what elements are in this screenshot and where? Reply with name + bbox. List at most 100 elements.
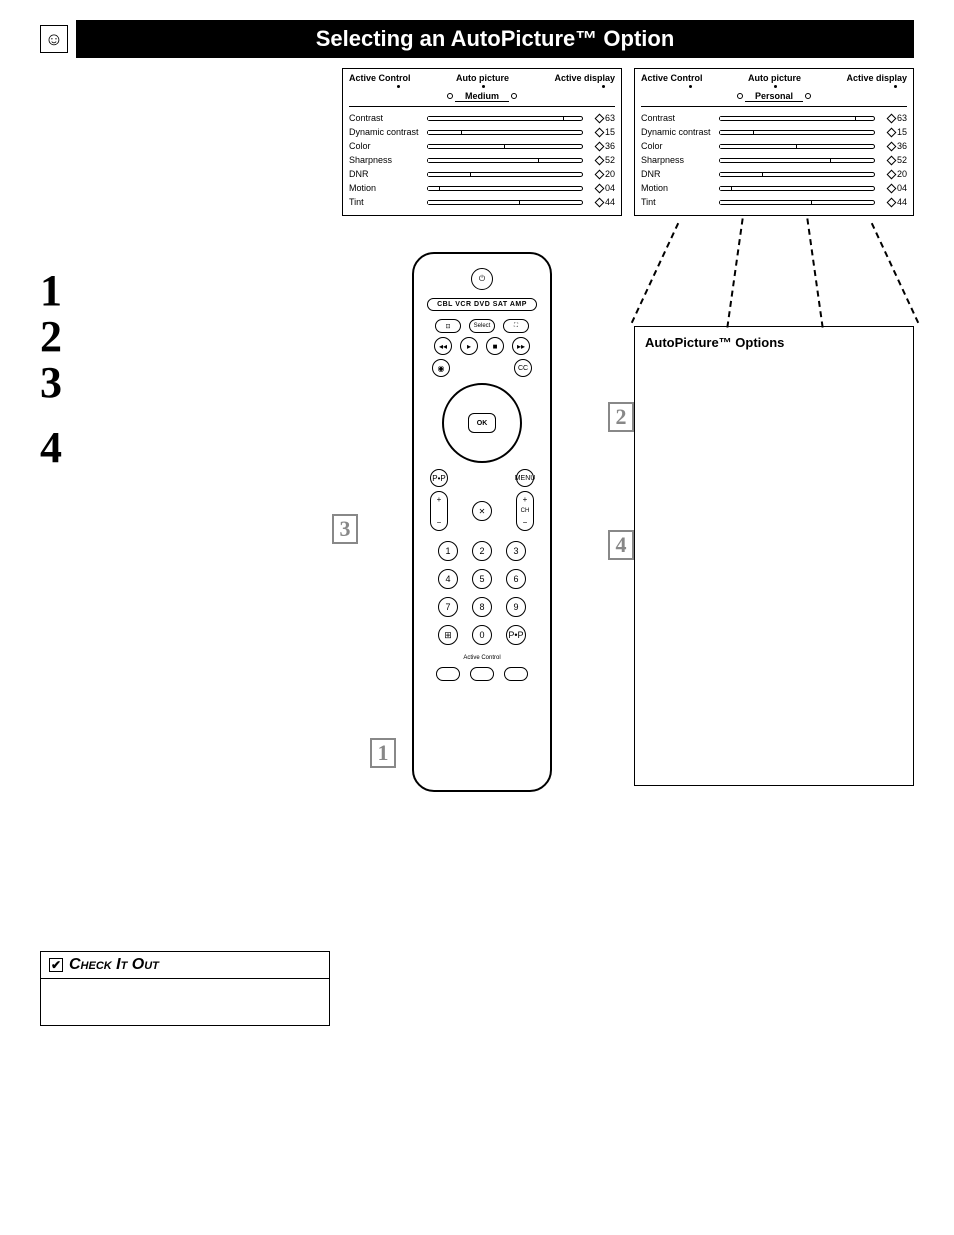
num-prev[interactable]: P•P (506, 625, 526, 645)
num-3[interactable]: 3 (506, 541, 526, 561)
osd-value: 52 (589, 155, 615, 165)
osd-value: 36 (881, 141, 907, 151)
osd-row: Sharpness 52 (349, 153, 615, 167)
step-2: 2 (40, 314, 330, 360)
osd-mode-left: Medium (455, 91, 509, 102)
osd-row: Dynamic contrast 15 (349, 125, 615, 139)
osd-row: Contrast 63 (641, 111, 907, 125)
num-8[interactable]: 8 (472, 597, 492, 617)
osd-value: 63 (881, 113, 907, 123)
osd-hdr-l-0: Active Control (349, 73, 411, 83)
menu-button[interactable]: MENU (516, 469, 534, 487)
callout-3: 3 (332, 514, 358, 544)
osd-panel-right: Active Control Auto picture Active displ… (634, 68, 914, 216)
volume-rocker[interactable]: +− (430, 491, 448, 531)
spiral-button[interactable]: ◉ (432, 359, 450, 377)
osd-row: Color 36 (641, 139, 907, 153)
num-6[interactable]: 6 (506, 569, 526, 589)
logo-icon: ☺ (40, 25, 68, 53)
osd-sel-dot-l (397, 85, 400, 88)
num-9[interactable]: 9 (506, 597, 526, 617)
osd-sel-dot-r (689, 85, 692, 88)
select-button[interactable]: Select (469, 319, 495, 333)
num-5[interactable]: 5 (472, 569, 492, 589)
pill-right[interactable]: ⛶ (503, 319, 529, 333)
osd-value: 52 (881, 155, 907, 165)
osd-slider (719, 158, 875, 163)
callout-4: 4 (608, 530, 634, 560)
osd-slider (427, 130, 583, 135)
num-ext1[interactable]: ⊞ (438, 625, 458, 645)
osd-hdr-r-1: Auto picture (748, 73, 801, 83)
active-control-button[interactable] (470, 667, 494, 681)
osd-sel-dot-l2 (482, 85, 485, 88)
bottom-oval-1[interactable] (436, 667, 460, 681)
page: ☺ Selecting an AutoPicture™ Option 1 2 3… (40, 20, 914, 1026)
channel-rocker[interactable]: +CH− (516, 491, 534, 531)
osd-row-label: Contrast (641, 113, 719, 123)
osd-row: DNR 20 (349, 167, 615, 181)
osd-value: 20 (881, 169, 907, 179)
dash-line-1 (631, 223, 679, 324)
osd-slider (427, 116, 583, 121)
osd-value: 63 (589, 113, 615, 123)
check-it-out-header: ✔ Check It Out (41, 952, 329, 979)
callout-2: 2 (608, 402, 634, 432)
osd-row-label: DNR (349, 169, 427, 179)
osd-row-label: Tint (641, 197, 719, 207)
num-2[interactable]: 2 (472, 541, 492, 561)
nav-ring[interactable]: OK (442, 383, 522, 463)
osd-row-label: Contrast (349, 113, 427, 123)
step-3: 3 (40, 360, 330, 406)
osd-slider (427, 158, 583, 163)
dash-line-3 (806, 218, 823, 327)
osd-hdr-l-2: Active display (554, 73, 615, 83)
content-row: 1 2 3 4 ✔ Check It Out Active Control Au… (40, 68, 914, 1026)
callout-1: 1 (370, 738, 396, 768)
num-0[interactable]: 0 (472, 625, 492, 645)
osd-slider (427, 172, 583, 177)
osd-slider (719, 116, 875, 121)
bottom-oval-3[interactable] (504, 667, 528, 681)
power-button[interactable]: ⏻ (471, 268, 493, 290)
mute-button[interactable]: ✕ (472, 501, 492, 521)
num-7[interactable]: 7 (438, 597, 458, 617)
pip-button[interactable]: P•P (430, 469, 448, 487)
osd-value: 15 (589, 127, 615, 137)
osd-hdr-l-1: Auto picture (456, 73, 509, 83)
pill-left[interactable]: ⊡ (435, 319, 461, 333)
num-4[interactable]: 4 (438, 569, 458, 589)
osd-value: 44 (589, 197, 615, 207)
stop-button[interactable]: ■ (486, 337, 504, 355)
osd-mode-right: Personal (745, 91, 803, 102)
osd-row: Motion 04 (349, 181, 615, 195)
osd-row-label: DNR (641, 169, 719, 179)
osd-row-label: Sharpness (349, 155, 427, 165)
device-mode-bar[interactable]: CBL VCR DVD SAT AMP (427, 298, 537, 311)
rewind-button[interactable]: ◂◂ (434, 337, 452, 355)
step-1: 1 (40, 268, 330, 314)
play-button[interactable]: ▸ (460, 337, 478, 355)
ffwd-button[interactable]: ▸▸ (512, 337, 530, 355)
active-control-label: Active Control (424, 655, 540, 661)
cc-button[interactable]: CC (514, 359, 532, 377)
osd-row-label: Motion (641, 183, 719, 193)
osd-slider (427, 186, 583, 191)
osd-row: Dynamic contrast 15 (641, 125, 907, 139)
osd-slider (427, 144, 583, 149)
osd-slider (719, 130, 875, 135)
check-it-out-body (41, 979, 329, 1025)
dash-line-2 (726, 218, 743, 327)
ok-button[interactable]: OK (468, 413, 496, 433)
checkmark-icon: ✔ (49, 958, 63, 972)
osd-slider (719, 172, 875, 177)
osd-row-label: Motion (349, 183, 427, 193)
osd-row-label: Tint (349, 197, 427, 207)
check-it-out-box: ✔ Check It Out (40, 951, 330, 1026)
osd-row: Contrast 63 (349, 111, 615, 125)
osd-sel-dot-l3 (602, 85, 605, 88)
osd-value: 36 (589, 141, 615, 151)
osd-sel-dot-r3 (894, 85, 897, 88)
num-1[interactable]: 1 (438, 541, 458, 561)
options-title: AutoPicture™ Options (645, 335, 903, 350)
